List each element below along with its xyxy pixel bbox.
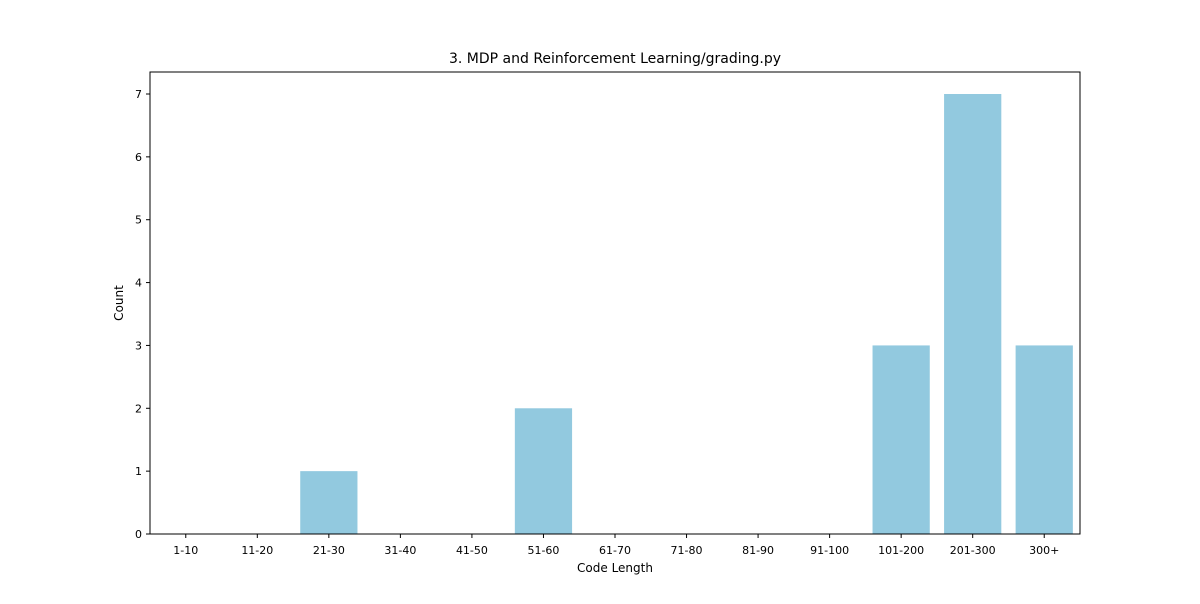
plot-area-frame [149, 71, 1081, 535]
x-tick-label: 31-40 [384, 544, 416, 557]
x-tick-label: 51-60 [527, 544, 559, 557]
y-tick-label: 1 [135, 465, 142, 478]
x-tick-label: 81-90 [742, 544, 774, 557]
y-axis-ticks: 0 1 2 3 4 5 6 7 [135, 88, 150, 541]
x-tick-label: 71-80 [671, 544, 703, 557]
x-tick-label: 201-300 [950, 544, 996, 557]
x-tick-label: 41-50 [456, 544, 488, 557]
y-tick-label: 6 [135, 151, 142, 164]
y-axis-label: Count [112, 285, 126, 321]
y-tick-label: 4 [135, 277, 142, 290]
bar-51-60 [514, 408, 573, 534]
x-tick-label: 61-70 [599, 544, 631, 557]
x-axis-label: Code Length [577, 561, 653, 575]
x-tick-label: 11-20 [241, 544, 273, 557]
x-axis-ticks: 1-10 11-20 21-30 31-40 41-50 51-60 61-70 71-80 8… [173, 534, 1059, 557]
bar-101-200 [872, 345, 930, 534]
bar-21-30 [300, 471, 358, 534]
x-tick-label: 300+ [1029, 544, 1059, 557]
bar-201-300 [944, 94, 1002, 534]
y-tick-label: 2 [135, 402, 142, 415]
x-tick-label: 101-200 [878, 544, 924, 557]
y-tick-label: 7 [135, 88, 142, 101]
x-tick-label: 1-10 [173, 544, 198, 557]
chart-title: 3. MDP and Reinforcement Learning/gradin… [449, 51, 781, 67]
x-tick-label: 91-100 [810, 544, 849, 557]
y-tick-label: 5 [135, 214, 142, 227]
bar-300+ [1015, 345, 1073, 534]
y-tick-label: 0 [135, 528, 142, 541]
x-tick-label: 21-30 [313, 544, 345, 557]
bars-group [300, 94, 1073, 534]
y-tick-label: 3 [135, 339, 142, 352]
